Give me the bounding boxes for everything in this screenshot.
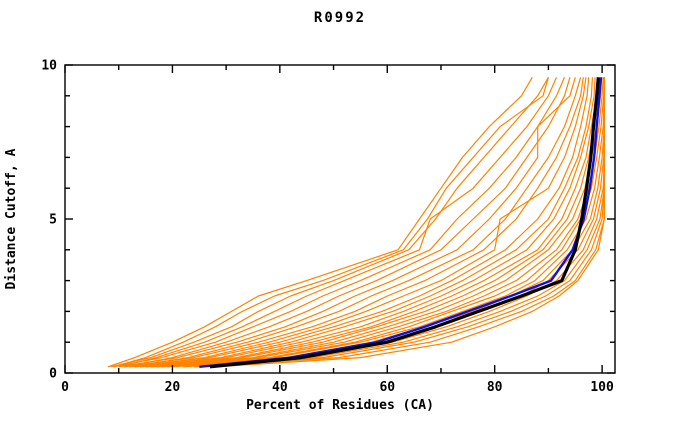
series-line-line-01 xyxy=(107,76,533,368)
x-tick-label: 100 xyxy=(590,380,614,395)
series-line-line-05 xyxy=(113,77,566,368)
series-line-line-06 xyxy=(123,77,571,368)
x-tick-label: 40 xyxy=(272,380,288,395)
series-line-line-04 xyxy=(118,77,558,368)
series-line-line-10 xyxy=(134,77,587,368)
series-line-line-17 xyxy=(145,77,604,368)
series-line-line-12 xyxy=(140,77,593,368)
series-line-line-09 xyxy=(124,77,584,368)
series-line-line-20 xyxy=(161,77,605,368)
series-line-line-11 xyxy=(129,77,590,368)
y-tick-label: 5 xyxy=(49,213,57,228)
series-line-line-02 xyxy=(113,77,549,368)
series-line-line-black xyxy=(209,77,600,369)
chart-title: R0992 xyxy=(313,10,367,26)
x-tick-label: 0 xyxy=(61,380,69,395)
x-tick-label: 60 xyxy=(379,380,395,395)
series-line-line-07 xyxy=(118,77,576,368)
x-tick-label: 80 xyxy=(487,380,503,395)
plot-frame xyxy=(64,64,616,374)
series-line-line-blue xyxy=(199,77,603,368)
series-line-line-14 xyxy=(145,77,599,368)
y-tick-label: 10 xyxy=(41,59,57,74)
x-axis-title: Percent of Residues (CA) xyxy=(246,398,434,413)
series-line-line-18 xyxy=(156,77,605,368)
series-line-line-13 xyxy=(134,77,596,368)
series-line-line-19 xyxy=(150,77,605,368)
series-line-line-08 xyxy=(129,77,582,368)
series-line-line-26 xyxy=(215,77,605,368)
series-line-line-03 xyxy=(110,76,549,368)
y-tick-label: 0 xyxy=(49,367,57,382)
x-tick-label: 20 xyxy=(165,380,181,395)
